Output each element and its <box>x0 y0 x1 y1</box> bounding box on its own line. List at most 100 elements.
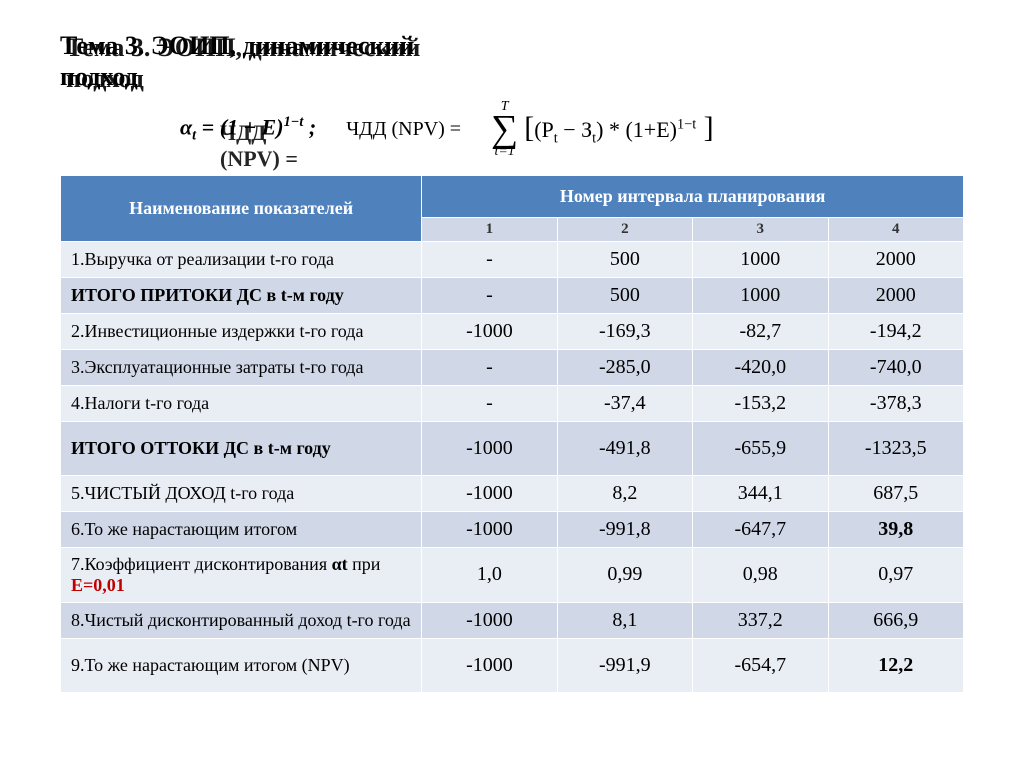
cell: -991,8 <box>557 511 692 547</box>
cell: 8,2 <box>557 475 692 511</box>
cell: 1000 <box>693 241 828 277</box>
label-part: ИТОГО ОТТОКИ ДС в t-м году <box>71 438 331 458</box>
cell: 39,8 <box>828 511 964 547</box>
cell: -285,0 <box>557 349 692 385</box>
label-part: 9.То же нарастающим итогом (NPV) <box>71 655 350 675</box>
label-part: при <box>348 554 381 574</box>
cell: -740,0 <box>828 349 964 385</box>
table-row: 3.Эксплуатационные затраты t-го года--28… <box>61 349 964 385</box>
cell: -1000 <box>422 638 557 692</box>
term-mid: − З <box>558 117 592 142</box>
row-label: 4.Налоги t-го года <box>61 385 422 421</box>
table-row: 9.То же нарастающим итогом (NPV) -1000-99… <box>61 638 964 692</box>
label-part: 5.ЧИСТЫЙ ДОХОД t-го года <box>71 483 294 503</box>
cell: -491,8 <box>557 421 692 475</box>
cell: -1000 <box>422 313 557 349</box>
col-header-2: 2 <box>557 217 692 241</box>
label-part: 7.Коэффициент дисконтирования <box>71 554 332 574</box>
row-label: 2.Инвестиционные издержки t-го года <box>61 313 422 349</box>
term-close1: ) * (1+E) <box>596 117 677 142</box>
cell: 2000 <box>828 241 964 277</box>
label-part: 8.Чистый дисконтированный доход t-го год… <box>71 610 411 630</box>
cell: 500 <box>557 241 692 277</box>
row-label: 9.То же нарастающим итогом (NPV) <box>61 638 422 692</box>
cell: -378,3 <box>828 385 964 421</box>
row-label: ИТОГО ОТТОКИ ДС в t-м году <box>61 421 422 475</box>
table-row: 6.То же нарастающим итогом -1000-991,8-64… <box>61 511 964 547</box>
sigma-bottom: t=1 <box>494 145 514 159</box>
cell: -153,2 <box>693 385 828 421</box>
cell: -655,9 <box>693 421 828 475</box>
label-part: 4.Налоги t-го года <box>71 393 209 413</box>
cell: - <box>422 277 557 313</box>
term-exp: 1−t <box>677 117 696 133</box>
cell: -1323,5 <box>828 421 964 475</box>
table-row: 4.Налоги t-го года--37,4-153,2-378,3 <box>61 385 964 421</box>
cell: - <box>422 241 557 277</box>
cell: -647,7 <box>693 511 828 547</box>
label-part: 2.Инвестиционные издержки t-го года <box>71 321 363 341</box>
npv-overlay: ЧДД (NPV) = <box>220 120 316 172</box>
cell: 666,9 <box>828 602 964 638</box>
table-row: 1.Выручка от реализации t-го года-500100… <box>61 241 964 277</box>
cell: 687,5 <box>828 475 964 511</box>
alpha-symbol: α <box>180 115 192 140</box>
table-body: 1.Выручка от реализации t-го года-500100… <box>61 241 964 692</box>
cell: 1000 <box>693 277 828 313</box>
cell: 12,2 <box>828 638 964 692</box>
sigma-symbol: ∑ <box>491 114 518 144</box>
cell: - <box>422 349 557 385</box>
title-line1: Тема 3. ЭОИП, динамический <box>60 31 414 60</box>
col-header-4: 4 <box>828 217 964 241</box>
cell: -1000 <box>422 602 557 638</box>
title-block: Тема 3. ЭОИП, динамический подход Тема 3… <box>60 30 964 92</box>
row-label: ИТОГО ПРИТОКИ ДС в t-м году <box>61 277 422 313</box>
cell: 0,98 <box>693 547 828 602</box>
row-label: 6.То же нарастающим итогом <box>61 511 422 547</box>
cell: -37,4 <box>557 385 692 421</box>
cell: 0,99 <box>557 547 692 602</box>
cell: 500 <box>557 277 692 313</box>
row-label: 5.ЧИСТЫЙ ДОХОД t-го года <box>61 475 422 511</box>
cell: 0,97 <box>828 547 964 602</box>
row-label: 7.Коэффициент дисконтирования αt при Е=0… <box>61 547 422 602</box>
cell: -82,7 <box>693 313 828 349</box>
sigma-expression: T ∑ t=1 [(Pt − Зt) * (1+E)1−t ] <box>491 100 714 158</box>
table-row: 5.ЧИСТЫЙ ДОХОД t-го года-10008,2344,1687… <box>61 475 964 511</box>
term-close2: ] <box>696 111 714 144</box>
table-row: 7.Коэффициент дисконтирования αt при Е=0… <box>61 547 964 602</box>
table-row: 2.Инвестиционные издержки t-го года -1000… <box>61 313 964 349</box>
cell: 2000 <box>828 277 964 313</box>
row-label: 3.Эксплуатационные затраты t-го года <box>61 349 422 385</box>
header-left: Наименование показателей <box>61 175 422 241</box>
label-part: ИТОГО ПРИТОКИ ДС в t-м году <box>71 285 344 305</box>
cell: 1,0 <box>422 547 557 602</box>
title-line2: подход <box>60 62 138 91</box>
label-part: 6.То же нарастающим итогом <box>71 519 297 539</box>
formula-row: αt = (1 + E)1−t ; ЧДД (NPV) = ЧДД (NPV) … <box>180 100 964 158</box>
row-label: 8.Чистый дисконтированный доход t-го год… <box>61 602 422 638</box>
bracket-term: [(Pt − Зt) * (1+E)1−t ] <box>524 111 713 147</box>
cell: 337,2 <box>693 602 828 638</box>
table-row: ИТОГО ОТТОКИ ДС в t-м году -1000-491,8-65… <box>61 421 964 475</box>
cell: -1000 <box>422 421 557 475</box>
cell: -169,3 <box>557 313 692 349</box>
cell: -194,2 <box>828 313 964 349</box>
table-row: ИТОГО ПРИТОКИ ДС в t-м году -50010002000 <box>61 277 964 313</box>
cell: -1000 <box>422 511 557 547</box>
label-part: αt <box>332 554 348 574</box>
term-open: [ <box>524 111 534 144</box>
cell: -1000 <box>422 475 557 511</box>
cell: 8,1 <box>557 602 692 638</box>
header-right: Номер интервала планирования <box>422 175 964 217</box>
alpha-formula: αt = (1 + E)1−t ; ЧДД (NPV) = <box>180 114 316 145</box>
npv-label: ЧДД (NPV) = <box>346 118 461 141</box>
cell: -420,0 <box>693 349 828 385</box>
label-part: Е=0,01 <box>71 575 125 595</box>
cell: -991,9 <box>557 638 692 692</box>
col-header-3: 3 <box>693 217 828 241</box>
table-row: 8.Чистый дисконтированный доход t-го год… <box>61 602 964 638</box>
term-P: (P <box>534 117 554 142</box>
col-header-1: 1 <box>422 217 557 241</box>
row-label: 1.Выручка от реализации t-го года <box>61 241 422 277</box>
